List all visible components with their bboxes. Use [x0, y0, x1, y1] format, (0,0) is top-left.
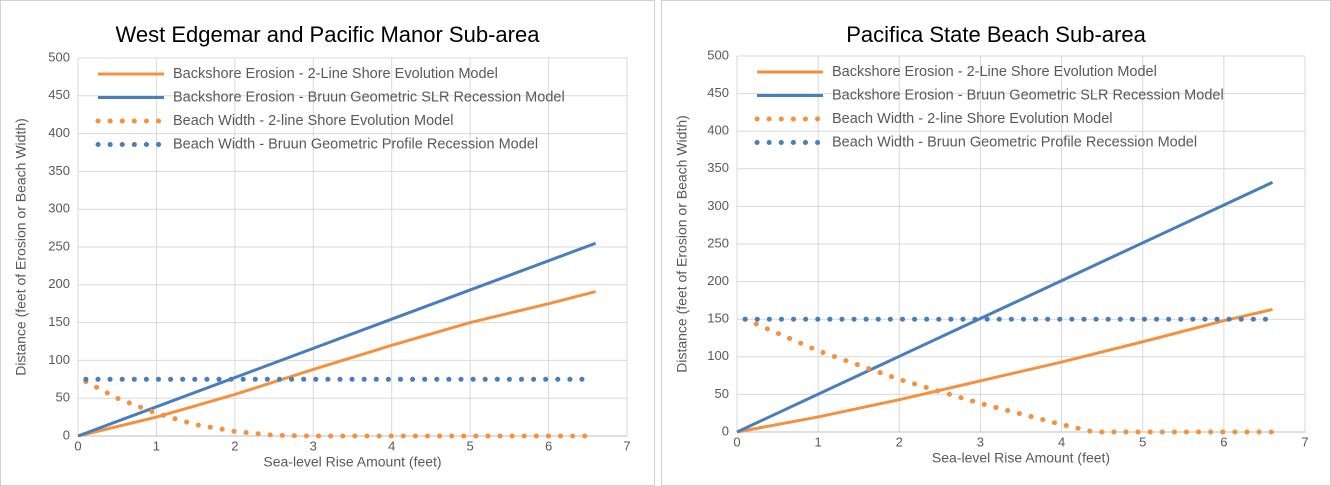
- y-axis-label: Distance (feet of Erosion or Beach Width…: [13, 118, 29, 376]
- legend-label: Backshore Erosion - Bruun Geometric SLR …: [173, 89, 565, 105]
- y-tick-label: 300: [48, 201, 70, 216]
- x-tick-label: 0: [733, 434, 740, 449]
- series-line: [77, 241, 597, 438]
- y-tick-label: 50: [56, 390, 70, 405]
- legend-label: Beach Width - Bruun Geometric Profile Re…: [832, 134, 1197, 150]
- x-axis-label: Sea-level Rise Amount (feet): [932, 450, 1110, 466]
- y-tick-label: 100: [48, 352, 70, 367]
- y-tick-label: 50: [715, 386, 729, 401]
- x-tick-label: 3: [310, 438, 317, 453]
- series-line: [736, 307, 1273, 434]
- legend-label: Beach Width - 2-line Shore Evolution Mod…: [173, 113, 453, 129]
- y-tick-label: 500: [707, 47, 729, 62]
- series-line: [77, 290, 597, 438]
- y-tick-label: 450: [48, 87, 70, 102]
- x-tick-label: 3: [977, 434, 984, 449]
- chart-title: West Edgemar and Pacific Manor Sub-area: [116, 22, 541, 47]
- chart-title: Pacifica State Beach Sub-area: [846, 22, 1146, 47]
- x-tick-label: 4: [388, 438, 395, 453]
- x-tick-label: 2: [231, 438, 238, 453]
- x-tick-label: 7: [1301, 434, 1308, 449]
- y-axis-label: Distance (feet of Erosion or Beach Width…: [674, 115, 690, 373]
- y-tick-label: 350: [707, 160, 729, 175]
- y-tick-label: 250: [707, 235, 729, 250]
- y-tick-label: 250: [48, 238, 70, 253]
- y-tick-label: 0: [722, 423, 729, 438]
- x-tick-label: 5: [467, 438, 474, 453]
- x-tick-label: 6: [1220, 434, 1227, 449]
- series-line: [736, 180, 1274, 434]
- x-tick-label: 5: [1139, 434, 1146, 449]
- legend-label: Backshore Erosion - 2-Line Shore Evoluti…: [173, 66, 498, 82]
- y-tick-label: 0: [63, 427, 70, 442]
- x-tick-label: 0: [74, 438, 81, 453]
- y-tick-label: 150: [707, 311, 729, 326]
- y-tick-label: 400: [48, 125, 70, 140]
- x-tick-label: 4: [1058, 434, 1065, 449]
- y-tick-label: 200: [48, 276, 70, 291]
- x-tick-label: 7: [623, 438, 630, 453]
- x-tick-label: 1: [153, 438, 160, 453]
- y-tick-label: 300: [707, 198, 729, 213]
- legend-label: Backshore Erosion - 2-Line Shore Evoluti…: [832, 64, 1157, 80]
- legend-label: Backshore Erosion - Bruun Geometric SLR …: [832, 87, 1224, 103]
- y-tick-label: 400: [707, 123, 729, 138]
- x-tick-label: 6: [545, 438, 552, 453]
- x-axis-label: Sea-level Rise Amount (feet): [263, 454, 441, 470]
- y-tick-label: 500: [48, 49, 70, 64]
- y-tick-label: 100: [707, 348, 729, 363]
- y-tick-label: 200: [707, 273, 729, 288]
- y-tick-label: 150: [48, 314, 70, 329]
- series-line: [83, 379, 591, 439]
- y-tick-label: 450: [707, 85, 729, 100]
- x-tick-label: 2: [896, 434, 903, 449]
- legend-label: Beach Width - 2-line Shore Evolution Mod…: [832, 111, 1112, 127]
- y-tick-label: 350: [48, 163, 70, 178]
- x-tick-label: 1: [815, 434, 822, 449]
- legend-label: Beach Width - Bruun Geometric Profile Re…: [173, 136, 538, 152]
